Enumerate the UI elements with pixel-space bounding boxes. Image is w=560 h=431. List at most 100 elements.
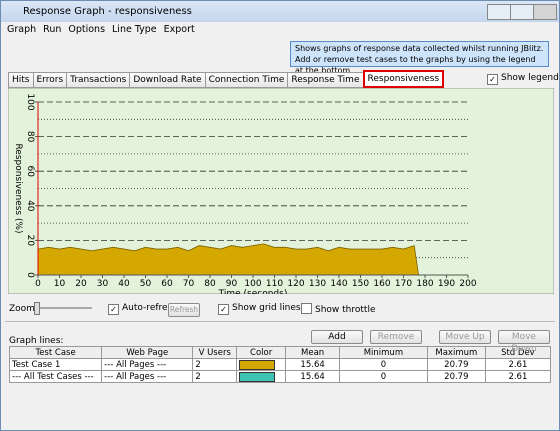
column-header: Maximum [426,346,486,359]
y-tick-label: 60 [25,165,35,177]
show-legend[interactable]: ✓ Show legend [487,73,559,85]
x-tick-label: 160 [373,279,390,289]
tab[interactable]: Response Time [287,72,364,88]
window-title: Response Graph - responsiveness [23,6,192,17]
x-tick-label: 170 [395,279,412,289]
tab[interactable]: Connection Time [204,72,289,88]
v-users-cell: 2 [192,358,238,371]
x-tick-label: 0 [35,279,41,289]
zoom-slider[interactable] [34,307,92,309]
x-tick-label: 140 [330,279,347,289]
y-tick-label: 100 [25,93,35,110]
x-tick-label: 150 [352,279,369,289]
y-tick-label: 20 [25,235,35,247]
std-dev-cell: 2.61 [484,370,552,383]
zoom-thumb[interactable] [34,302,40,315]
tab[interactable]: Responsiveness [362,70,445,88]
x-tick-label: 20 [75,279,87,289]
menu-item[interactable]: Export [163,24,195,35]
std-dev-cell: 2.61 [484,358,552,371]
color-swatch [239,371,276,382]
y-tick-label: 80 [25,131,35,143]
checkbox[interactable]: ✓ [487,74,498,85]
web-page-cell: --- All Pages --- [101,370,194,383]
close-button[interactable] [533,4,557,20]
x-tick-label: 60 [161,279,173,289]
graph-lines-label: Graph lines: [9,336,64,346]
x-axis-label: Time (seconds) [218,289,288,294]
x-tick-label: 40 [118,279,130,289]
color-swatch [239,359,276,370]
info-box: Shows graphs of response data collected … [290,41,549,75]
menu-item[interactable]: Run [43,24,62,35]
column-header: Mean [285,346,340,359]
zoom-label: Zoom [9,304,35,314]
refresh-button[interactable]: Refresh [168,303,200,317]
menu-item[interactable]: Line Type [112,24,157,35]
y-tick-label: 40 [25,200,35,212]
v-users-cell: 2 [192,370,238,383]
web-page-cell: --- All Pages --- [101,358,194,371]
tab[interactable]: Errors [32,72,68,88]
minimum-cell: 0 [338,358,428,371]
checkbox[interactable]: ✓ [218,304,229,315]
show-throttle[interactable]: Show throttle [301,303,375,315]
y-axis-label: Responsiveness (%) [13,143,23,233]
x-tick-label: 80 [204,279,216,289]
minimize-button[interactable] [487,4,511,20]
checkbox-label: Show throttle [315,305,376,315]
color-cell [236,358,287,371]
button[interactable]: Remove [370,330,422,344]
button[interactable]: Add [311,330,363,344]
show-grid-lines[interactable]: ✓ Show grid lines [218,303,301,315]
auto-refresh[interactable]: ✓ Auto-refresh [108,303,178,315]
x-tick-label: 50 [140,279,152,289]
tab[interactable]: Transactions [66,72,131,88]
checkbox[interactable] [301,303,312,314]
column-header: Std Dev [484,346,552,359]
title-bar: Response Graph - responsiveness [1,1,559,22]
x-tick-label: 110 [266,279,283,289]
header-row: Test Case Web Page V Users Color Mean Minimum… [8,346,552,359]
x-tick-label: 120 [287,279,304,289]
table-row[interactable]: --- All Test Cases --- --- All Pages --- 2… [8,370,552,383]
checkbox-label: Auto-refresh [122,303,178,313]
x-tick-label: 190 [438,279,455,289]
separator [5,321,555,322]
x-tick-label: 200 [459,279,476,289]
button[interactable]: Move Up [439,330,491,344]
table-row[interactable]: Test Case 1 --- All Pages --- 2 15.64 0 20.79… [8,358,552,371]
checkbox[interactable]: ✓ [108,304,119,315]
graph-lines-table: Test Case Web Page V Users Color Mean Minimum… [8,346,552,383]
minimum-cell: 0 [338,370,428,383]
maximum-cell: 20.79 [426,358,486,371]
column-header: Minimum [338,346,428,359]
menu-item[interactable]: Options [68,24,106,35]
x-tick-label: 180 [416,279,433,289]
test-case-cell: --- All Test Cases --- [8,370,103,383]
menu-item[interactable]: Graph [7,24,37,35]
x-tick-label: 30 [97,279,109,289]
color-cell [236,370,287,383]
x-tick-label: 90 [226,279,238,289]
x-tick-label: 130 [309,279,326,289]
tab[interactable]: Hits [8,72,34,88]
chart: 0 20 40 60 80 100 0 10 20 30 40 50 60 70 80 90 100 110 120… [8,88,554,294]
column-header: V Users [192,346,238,359]
mean-cell: 15.64 [285,358,340,371]
x-tick-label: 70 [183,279,195,289]
mean-cell: 15.64 [285,370,340,383]
x-tick-label: 100 [244,279,261,289]
button[interactable]: Move Down [498,330,550,354]
checkbox-label: Show legend [501,73,559,83]
tab[interactable]: Download Rate [129,72,206,88]
maximum-cell: 20.79 [426,370,486,383]
column-header: Test Case [8,346,103,359]
maximize-button[interactable] [510,4,534,20]
checkbox-label: Show grid lines [232,303,301,313]
test-case-cell: Test Case 1 [8,358,103,371]
x-tick-label: 10 [54,279,66,289]
y-tick-label: 0 [25,272,35,278]
column-header: Color [236,346,287,359]
